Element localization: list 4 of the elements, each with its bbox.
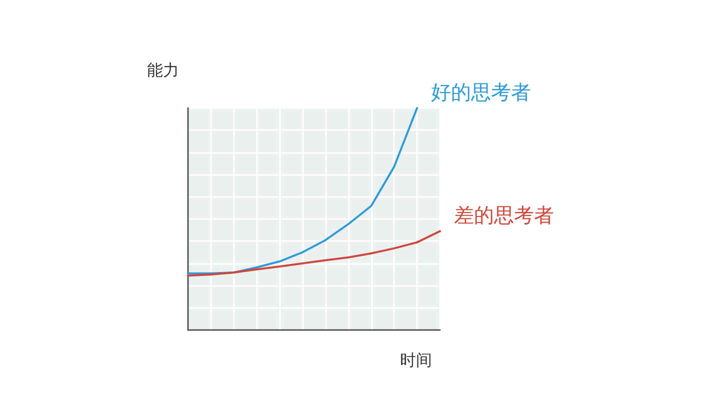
series-label: 好的思考者 bbox=[431, 80, 532, 104]
x-axis-title: 时间 bbox=[400, 350, 432, 370]
y-axis-title: 能力 bbox=[147, 60, 179, 80]
series-label: 差的思考者 bbox=[454, 203, 554, 228]
